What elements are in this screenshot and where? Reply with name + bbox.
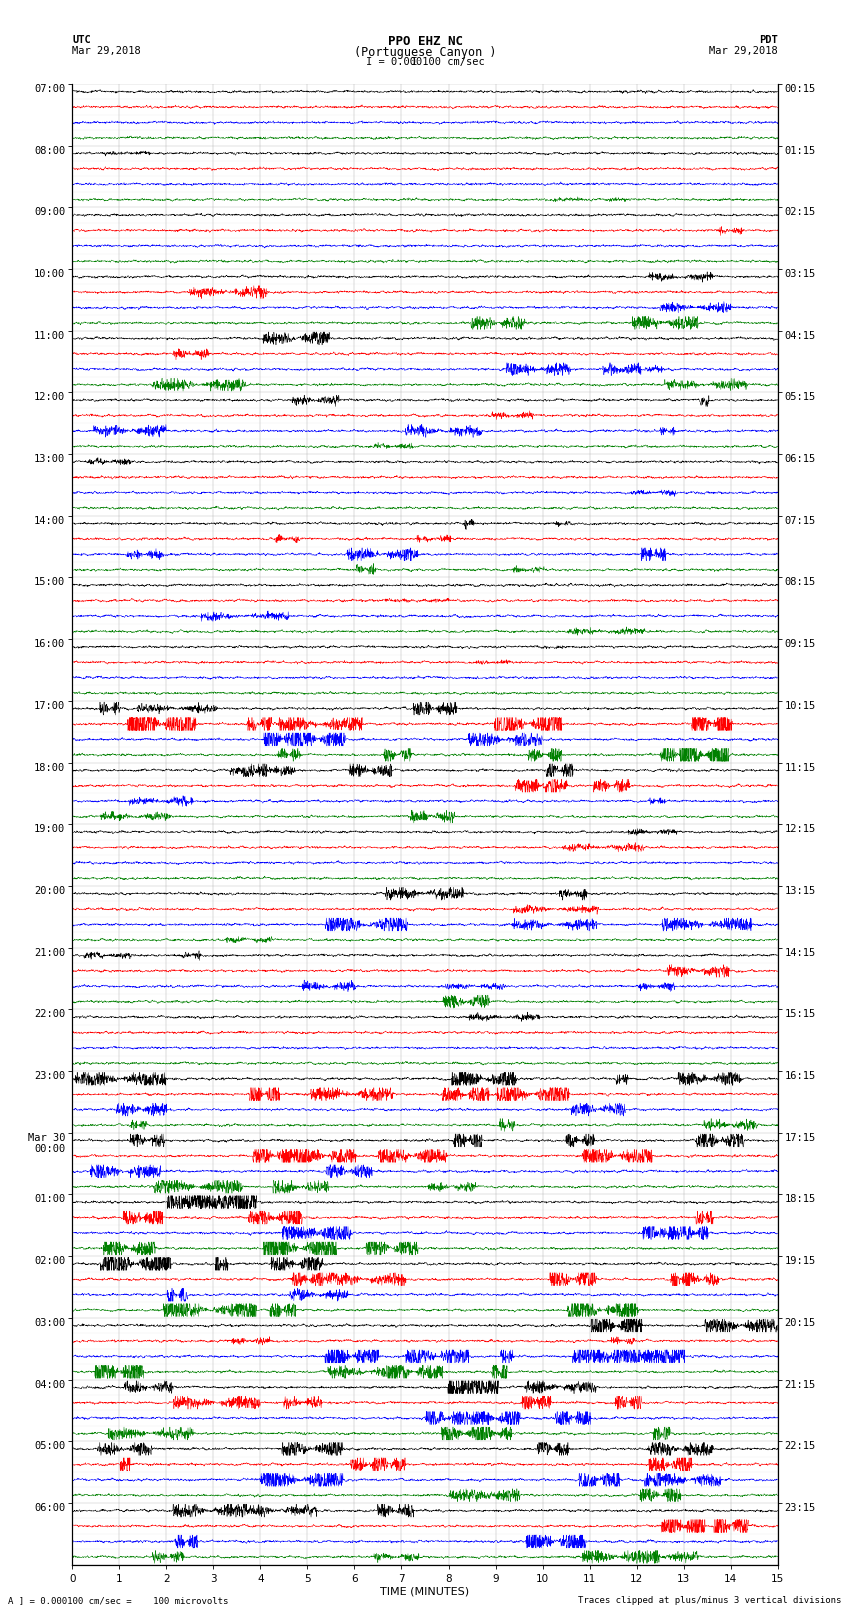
Text: Traces clipped at plus/minus 3 vertical divisions: Traces clipped at plus/minus 3 vertical … [578,1595,842,1605]
X-axis label: TIME (MINUTES): TIME (MINUTES) [381,1587,469,1597]
Text: (Portuguese Canyon ): (Portuguese Canyon ) [354,45,496,60]
Text: I: I [411,58,417,68]
Text: PDT: PDT [759,35,778,45]
Text: Mar 29,2018: Mar 29,2018 [709,45,778,56]
Text: A ] = 0.000100 cm/sec =    100 microvolts: A ] = 0.000100 cm/sec = 100 microvolts [8,1595,229,1605]
Text: PPO EHZ NC: PPO EHZ NC [388,35,462,48]
Text: I = 0.000100 cm/sec: I = 0.000100 cm/sec [366,58,484,68]
Text: UTC: UTC [72,35,91,45]
Text: Mar 29,2018: Mar 29,2018 [72,45,141,56]
